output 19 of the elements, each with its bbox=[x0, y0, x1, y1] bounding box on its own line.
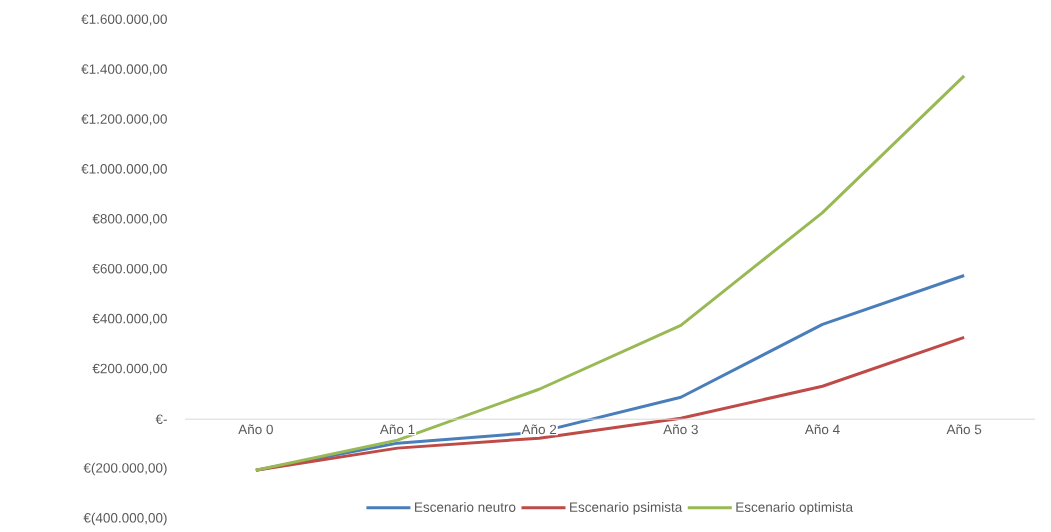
x-tick-label: Año 4 bbox=[804, 424, 840, 435]
x-tick-label: Año 1 bbox=[379, 424, 415, 435]
x-tick-label: Año 3 bbox=[663, 424, 698, 435]
y-tick-label: €600.000,00 bbox=[92, 263, 167, 276]
legend-label: Escenario neutro bbox=[415, 502, 516, 512]
y-tick-label: €200.000,00 bbox=[92, 363, 167, 375]
y-tick-label: €1.400.000,00 bbox=[81, 64, 167, 76]
y-tick-label: €1.600.000,00 bbox=[81, 14, 167, 26]
y-tick-label: €(200.000,00) bbox=[83, 462, 167, 476]
x-tick-label: Año 0 bbox=[238, 424, 273, 435]
x-tick-label: Año 5 bbox=[946, 424, 982, 435]
y-tick-label: €400.000,00 bbox=[92, 313, 167, 325]
y-tick-label: €- bbox=[155, 414, 167, 424]
legend-label: Escenario psimista bbox=[570, 502, 683, 515]
y-tick-label: €1.200.000,00 bbox=[81, 114, 167, 126]
y-tick-label: €800.000,00 bbox=[92, 214, 167, 226]
y-tick-label: €1.000.000,00 bbox=[81, 164, 167, 176]
y-tick-label: €(400.000,00) bbox=[83, 512, 167, 526]
legend-label: Escenario optimista bbox=[736, 502, 854, 515]
